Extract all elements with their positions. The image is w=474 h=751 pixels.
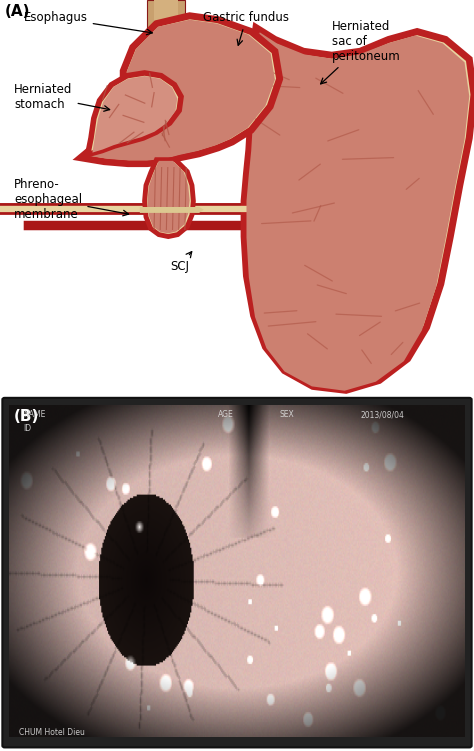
Polygon shape: [88, 73, 181, 155]
Text: (B): (B): [14, 409, 40, 424]
Text: Herniated
sac of
peritoneum: Herniated sac of peritoneum: [320, 20, 401, 84]
FancyBboxPatch shape: [2, 398, 472, 747]
Text: ID: ID: [24, 424, 32, 433]
Text: 2013/08/04: 2013/08/04: [360, 410, 404, 419]
Text: Esophagus: Esophagus: [24, 11, 152, 35]
Polygon shape: [0, 206, 299, 212]
Text: NAME: NAME: [24, 410, 46, 419]
Text: AGE: AGE: [218, 410, 234, 419]
Polygon shape: [145, 160, 193, 237]
Polygon shape: [88, 20, 275, 161]
Polygon shape: [81, 16, 280, 164]
Text: Gastric fundus: Gastric fundus: [203, 11, 290, 45]
Polygon shape: [0, 203, 308, 215]
Polygon shape: [24, 221, 294, 231]
Text: Herniated
stomach: Herniated stomach: [14, 83, 109, 111]
Text: (A): (A): [5, 4, 30, 19]
Polygon shape: [147, 0, 185, 158]
Polygon shape: [246, 32, 469, 391]
Polygon shape: [154, 0, 178, 154]
Polygon shape: [147, 161, 190, 234]
Polygon shape: [140, 207, 204, 213]
Text: CHUM Hotel Dieu: CHUM Hotel Dieu: [19, 728, 85, 737]
Text: SCJ: SCJ: [171, 252, 191, 273]
Text: Phreno-
esophageal
membrane: Phreno- esophageal membrane: [14, 177, 128, 221]
Polygon shape: [92, 76, 177, 152]
Polygon shape: [244, 28, 474, 391]
Text: SEX: SEX: [280, 410, 294, 419]
Polygon shape: [284, 195, 360, 210]
